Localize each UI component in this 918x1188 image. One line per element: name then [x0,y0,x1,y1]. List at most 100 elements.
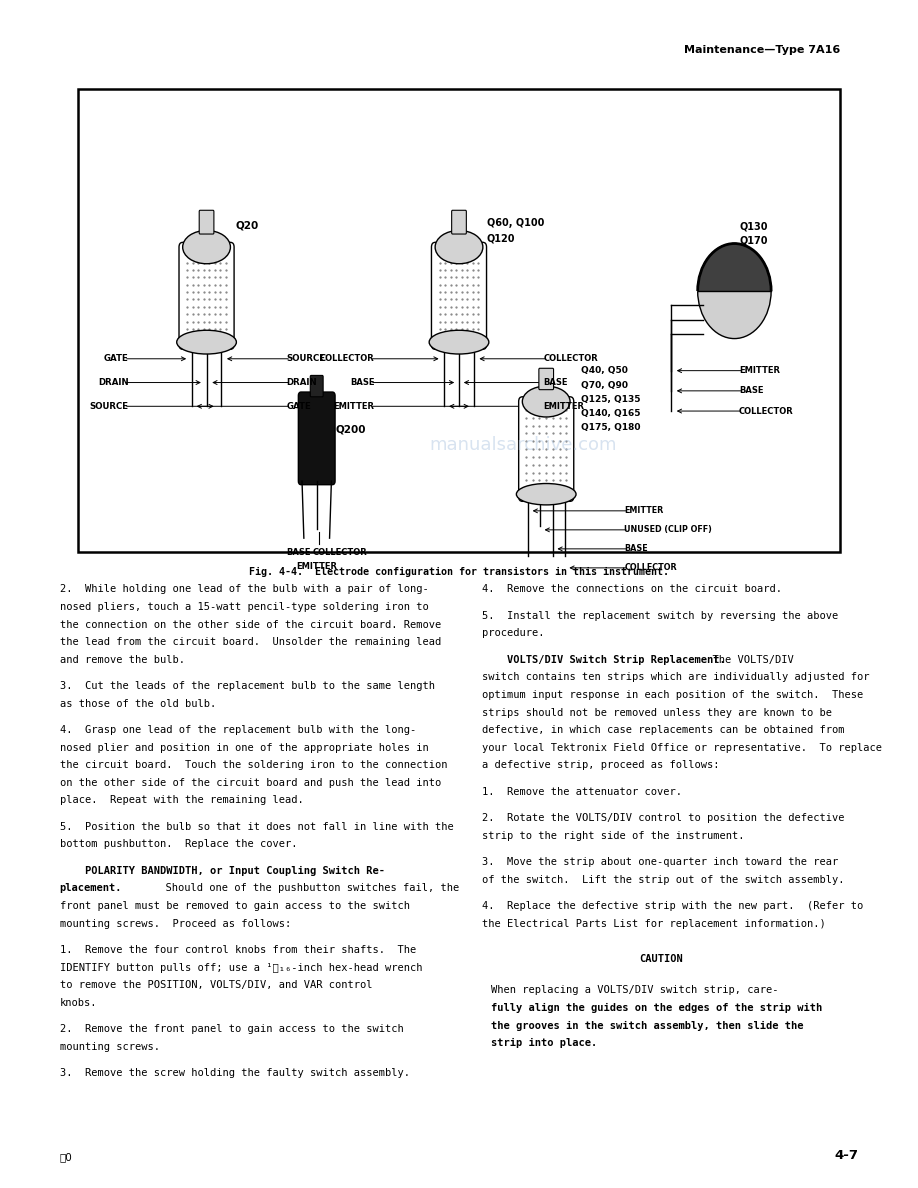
FancyBboxPatch shape [298,392,335,485]
Text: as those of the old bulb.: as those of the old bulb. [60,699,216,709]
Text: GATE: GATE [104,354,129,364]
Text: Q40, Q50: Q40, Q50 [581,366,628,375]
Text: 5.  Position the bulb so that it does not fall in line with the: 5. Position the bulb so that it does not… [60,822,453,832]
Text: nosed plier and position in one of the appropriate holes in: nosed plier and position in one of the a… [60,742,429,753]
Text: bottom pushbutton.  Replace the cover.: bottom pushbutton. Replace the cover. [60,840,297,849]
Text: Q20: Q20 [236,221,259,230]
Text: the circuit board.  Touch the soldering iron to the connection: the circuit board. Touch the soldering i… [60,760,447,770]
Text: place.  Repeat with the remaining lead.: place. Repeat with the remaining lead. [60,796,304,805]
Text: Q170: Q170 [740,236,768,246]
Text: SOURCE: SOURCE [90,402,129,411]
Text: EMITTER: EMITTER [297,562,337,571]
Text: EMITTER: EMITTER [624,506,664,516]
Text: BASE: BASE [624,544,648,554]
Text: 3.  Remove the screw holding the faulty switch assembly.: 3. Remove the screw holding the faulty s… [60,1068,409,1078]
Text: Q130: Q130 [740,222,768,232]
Text: CAUTION: CAUTION [639,954,683,963]
Text: 4.  Grasp one lead of the replacement bulb with the long-: 4. Grasp one lead of the replacement bul… [60,725,416,735]
Text: fully align the guides on the edges of the strip with: fully align the guides on the edges of t… [491,1003,823,1013]
FancyBboxPatch shape [452,210,466,234]
Ellipse shape [177,330,237,354]
Text: to remove the POSITION, VOLTS/DIV, and VAR control: to remove the POSITION, VOLTS/DIV, and V… [60,980,372,990]
Text: Fig. 4-4.  Electrode configuration for transistors in this instrument.: Fig. 4-4. Electrode configuration for tr… [249,567,669,576]
FancyBboxPatch shape [431,242,487,349]
Text: EMITTER: EMITTER [739,366,780,375]
Text: 1.  Remove the attenuator cover.: 1. Remove the attenuator cover. [482,786,682,797]
Text: switch contains ten strips which are individually adjusted for: switch contains ten strips which are ind… [482,672,869,682]
Text: BASE: BASE [350,378,375,387]
FancyBboxPatch shape [539,368,554,390]
Text: your local Tektronix Field Office or representative.  To replace: your local Tektronix Field Office or rep… [482,742,882,753]
Text: the lead from the circuit board.  Unsolder the remaining lead: the lead from the circuit board. Unsolde… [60,637,441,647]
Text: Q60, Q100: Q60, Q100 [487,219,543,228]
Ellipse shape [183,230,230,264]
Text: The VOLTS/DIV: The VOLTS/DIV [700,655,794,665]
Text: COLLECTOR: COLLECTOR [319,354,375,364]
Text: 4.  Remove the connections on the circuit board.: 4. Remove the connections on the circuit… [482,584,782,594]
Text: COLLECTOR: COLLECTOR [312,548,367,557]
Text: 2.  Rotate the VOLTS/DIV control to position the defective: 2. Rotate the VOLTS/DIV control to posit… [482,813,845,823]
Ellipse shape [435,230,483,264]
Bar [78,89,840,552]
Text: BASE: BASE [739,386,764,396]
Text: optimum input response in each position of the switch.  These: optimum input response in each position … [482,690,863,700]
Text: manualsarchive.com: manualsarchive.com [430,436,617,455]
Text: Q175, Q180: Q175, Q180 [581,423,641,432]
Text: 3.  Cut the leads of the replacement bulb to the same length: 3. Cut the leads of the replacement bulb… [60,681,434,691]
Text: Q120: Q120 [487,234,515,244]
Text: front panel must be removed to gain access to the switch: front panel must be removed to gain acce… [60,901,409,911]
Polygon shape [698,244,771,291]
Text: strip into place.: strip into place. [491,1038,598,1048]
Text: Should one of the pushbutton switches fail, the: Should one of the pushbutton switches fa… [153,884,460,893]
Text: BASE: BASE [543,378,568,387]
Text: 2.  While holding one lead of the bulb with a pair of long-: 2. While holding one lead of the bulb wi… [60,584,429,594]
Text: 3.  Move the strip about one-quarter inch toward the rear: 3. Move the strip about one-quarter inch… [482,857,838,867]
Text: 4.  Replace the defective strip with the new part.  (Refer to: 4. Replace the defective strip with the … [482,901,863,911]
Text: DRAIN: DRAIN [98,378,129,387]
Text: placement.: placement. [60,884,122,893]
Text: 1.  Remove the four control knobs from their shafts.  The: 1. Remove the four control knobs from th… [60,944,416,955]
Text: ⑁0: ⑁0 [60,1152,73,1162]
Text: the grooves in the switch assembly, then slide the: the grooves in the switch assembly, then… [491,1020,803,1030]
Text: COLLECTOR: COLLECTOR [543,354,599,364]
Text: UNUSED (CLIP OFF): UNUSED (CLIP OFF) [624,525,712,535]
Text: on the other side of the circuit board and push the lead into: on the other side of the circuit board a… [60,778,441,788]
FancyBboxPatch shape [310,375,323,397]
Text: When replacing a VOLTS/DIV switch strip, care-: When replacing a VOLTS/DIV switch strip,… [491,985,778,996]
Text: 5.  Install the replacement switch by reversing the above: 5. Install the replacement switch by rev… [482,611,838,621]
Text: mounting screws.: mounting screws. [60,1042,160,1051]
Text: knobs.: knobs. [60,998,97,1007]
Text: defective, in which case replacements can be obtained from: defective, in which case replacements ca… [482,725,845,735]
Text: Q125, Q135: Q125, Q135 [581,394,641,404]
Text: IDENTIFY button pulls off; use a ¹⁄₁₆-inch hex-head wrench: IDENTIFY button pulls off; use a ¹⁄₁₆-in… [60,962,422,973]
Text: GATE: GATE [286,402,311,411]
Text: COLLECTOR: COLLECTOR [624,563,677,573]
Text: strips should not be removed unless they are known to be: strips should not be removed unless they… [482,708,832,718]
Text: procedure.: procedure. [482,628,544,638]
FancyBboxPatch shape [519,397,574,501]
Text: the Electrical Parts List for replacement information.): the Electrical Parts List for replacemen… [482,918,825,929]
FancyBboxPatch shape [199,210,214,234]
Text: DRAIN: DRAIN [286,378,317,387]
Text: 2.  Remove the front panel to gain access to the switch: 2. Remove the front panel to gain access… [60,1024,403,1034]
Text: Q70, Q90: Q70, Q90 [581,380,628,390]
Text: the connection on the other side of the circuit board. Remove: the connection on the other side of the … [60,620,441,630]
Text: POLARITY BANDWIDTH, or Input Coupling Switch Re-: POLARITY BANDWIDTH, or Input Coupling Sw… [60,866,385,876]
Text: strip to the right side of the instrument.: strip to the right side of the instrumen… [482,830,744,841]
Text: BASE: BASE [286,548,310,557]
Text: VOLTS/DIV Switch Strip Replacement.: VOLTS/DIV Switch Strip Replacement. [482,655,726,665]
Text: COLLECTOR: COLLECTOR [739,406,794,416]
Text: mounting screws.  Proceed as follows:: mounting screws. Proceed as follows: [60,918,291,929]
Text: Q140, Q165: Q140, Q165 [581,409,641,418]
Text: EMITTER: EMITTER [333,402,375,411]
Ellipse shape [522,386,570,417]
FancyBboxPatch shape [179,242,234,349]
Circle shape [698,244,771,339]
Text: of the switch.  Lift the strip out of the switch assembly.: of the switch. Lift the strip out of the… [482,874,845,885]
Text: Q200: Q200 [335,425,365,435]
Text: nosed pliers, touch a 15-watt pencil-type soldering iron to: nosed pliers, touch a 15-watt pencil-typ… [60,602,429,612]
Text: Maintenance—Type 7A16: Maintenance—Type 7A16 [684,45,840,55]
Text: SOURCE: SOURCE [286,354,325,364]
Ellipse shape [516,484,577,505]
Text: and remove the bulb.: and remove the bulb. [60,655,185,665]
